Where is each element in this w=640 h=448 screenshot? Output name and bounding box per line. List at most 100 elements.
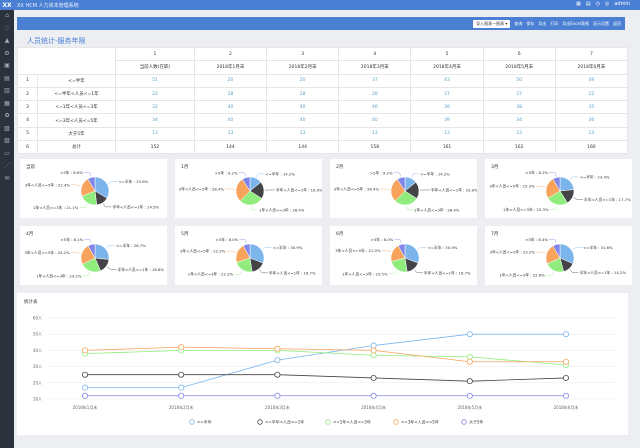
data-point[interactable] (563, 392, 570, 399)
legend-marker[interactable] (189, 419, 195, 425)
pie-slice[interactable] (559, 243, 575, 264)
mail-icon[interactable]: ✉ (4, 174, 10, 182)
data-point[interactable] (274, 371, 281, 378)
pie-slice[interactable] (87, 243, 96, 259)
display-settings-button[interactable]: 显示设置 (593, 20, 609, 26)
table-cell[interactable]: 20 (193, 73, 268, 88)
table-cell[interactable]: 43 (410, 73, 484, 88)
chart-icon[interactable]: ▲ (4, 37, 10, 44)
data-point[interactable] (274, 357, 281, 364)
table-cell[interactable]: 39 (410, 113, 484, 128)
settings-icon[interactable]: ⚙ (4, 49, 10, 57)
data-point[interactable] (466, 358, 473, 365)
table-cell[interactable]: 51 (115, 73, 195, 88)
pie-slice[interactable] (390, 178, 406, 202)
data-point[interactable] (466, 331, 473, 338)
share-icon[interactable]: ⋰ (4, 162, 10, 169)
screen-icon[interactable]: ▭ (4, 149, 10, 157)
back-button[interactable]: 返回 (613, 20, 621, 26)
data-point[interactable] (82, 384, 89, 391)
data-point[interactable] (370, 352, 377, 359)
data-point[interactable] (370, 392, 377, 399)
data-point[interactable] (466, 378, 473, 385)
table-cell[interactable]: 34 (482, 113, 556, 128)
pie-slice[interactable] (242, 176, 251, 192)
table-cell[interactable]: 28 (193, 86, 268, 102)
pie-slice[interactable] (394, 190, 418, 206)
table-cell[interactable]: 13 (115, 126, 195, 142)
table-cell[interactable]: 40 (266, 100, 340, 115)
user-menu[interactable]: admin (614, 1, 630, 7)
pie-slice[interactable] (404, 243, 420, 264)
table-cell[interactable]: 40 (266, 113, 340, 128)
legend-label[interactable]: <=半年<人员<=1年 (265, 419, 304, 425)
legend-marker[interactable] (393, 419, 399, 425)
table-cell[interactable]: 40 (338, 100, 412, 115)
gear-icon[interactable]: ✿ (4, 112, 10, 119)
heart-icon[interactable]: ♡ (4, 24, 10, 32)
report-select[interactable]: 导入报表—图表 ▾ (473, 19, 511, 28)
table-cell[interactable]: 22 (115, 86, 195, 102)
list-icon[interactable]: ▦ (4, 99, 10, 107)
table-cell[interactable]: 27 (482, 86, 556, 102)
print-button[interactable]: 打印 (550, 20, 559, 26)
query-button[interactable]: 查询 (514, 20, 523, 26)
table-cell[interactable]: 13 (482, 126, 556, 142)
legend-marker[interactable] (461, 419, 467, 425)
table-cell[interactable]: 40 (338, 113, 412, 128)
table-cell[interactable]: 35 (554, 100, 629, 115)
data-point[interactable] (82, 392, 89, 399)
table-cell[interactable]: 39 (410, 100, 484, 115)
pie-slice[interactable] (552, 243, 561, 259)
calendar-icon[interactable]: ▦ (576, 1, 581, 7)
table-cell[interactable]: 34 (115, 113, 195, 128)
legend-marker[interactable] (325, 419, 331, 425)
data-point[interactable] (466, 392, 473, 399)
legend-label[interactable]: <=半年 (197, 419, 212, 425)
report-icon[interactable]: ▥ (4, 87, 10, 94)
camera-icon[interactable]: ▣ (4, 62, 10, 69)
clock-icon[interactable]: ◷ (595, 1, 600, 7)
save-button[interactable]: 保存 (526, 20, 535, 26)
grid-icon[interactable]: ▤ (585, 1, 591, 7)
doc-icon[interactable]: ▤ (4, 74, 10, 82)
data-point[interactable] (82, 371, 89, 378)
legend-label[interactable]: <=3年<人员<=5年 (401, 419, 439, 425)
table-cell[interactable]: 40 (193, 113, 268, 128)
table-cell[interactable]: 32 (115, 100, 195, 115)
legend-label[interactable]: 大于5年 (469, 419, 484, 425)
data-point[interactable] (178, 371, 185, 378)
table-cell[interactable]: 40 (193, 100, 268, 115)
table-cell[interactable]: 28 (266, 86, 340, 102)
data-point[interactable] (563, 358, 570, 365)
pie-slice[interactable] (235, 178, 251, 202)
pie-slice[interactable] (552, 176, 561, 192)
table-cell[interactable]: 36 (554, 113, 629, 128)
pie-slice[interactable] (397, 243, 406, 259)
data-point[interactable] (563, 374, 570, 381)
pie-slice[interactable] (94, 243, 110, 260)
table-cell[interactable]: 13 (266, 126, 340, 142)
legend-label[interactable]: <=1年<人员<=3年 (333, 419, 371, 425)
table-icon[interactable]: ▧ (4, 124, 10, 132)
table-cell[interactable]: 49 (554, 73, 629, 88)
table-cell[interactable]: 13 (193, 126, 268, 142)
data-point[interactable] (178, 392, 185, 399)
table-cell[interactable]: 50 (482, 73, 556, 88)
data-point[interactable] (466, 353, 473, 360)
legend-marker[interactable] (257, 419, 263, 425)
export-button[interactable]: 导出 (538, 20, 547, 26)
data-point[interactable] (82, 347, 89, 354)
pie-slice[interactable] (249, 243, 265, 264)
data-point[interactable] (274, 345, 281, 352)
table-cell[interactable]: 20 (266, 73, 340, 88)
home-icon[interactable]: ⌂ (5, 12, 9, 19)
pie-slice[interactable] (87, 176, 96, 192)
data-point[interactable] (370, 374, 377, 381)
table-cell[interactable]: 13 (410, 126, 484, 142)
table-cell[interactable]: 27 (410, 86, 484, 102)
table-cell[interactable]: 13 (338, 126, 412, 142)
data-point[interactable] (178, 344, 185, 351)
pie-slice[interactable] (397, 176, 406, 192)
pie-slice[interactable] (242, 243, 251, 259)
